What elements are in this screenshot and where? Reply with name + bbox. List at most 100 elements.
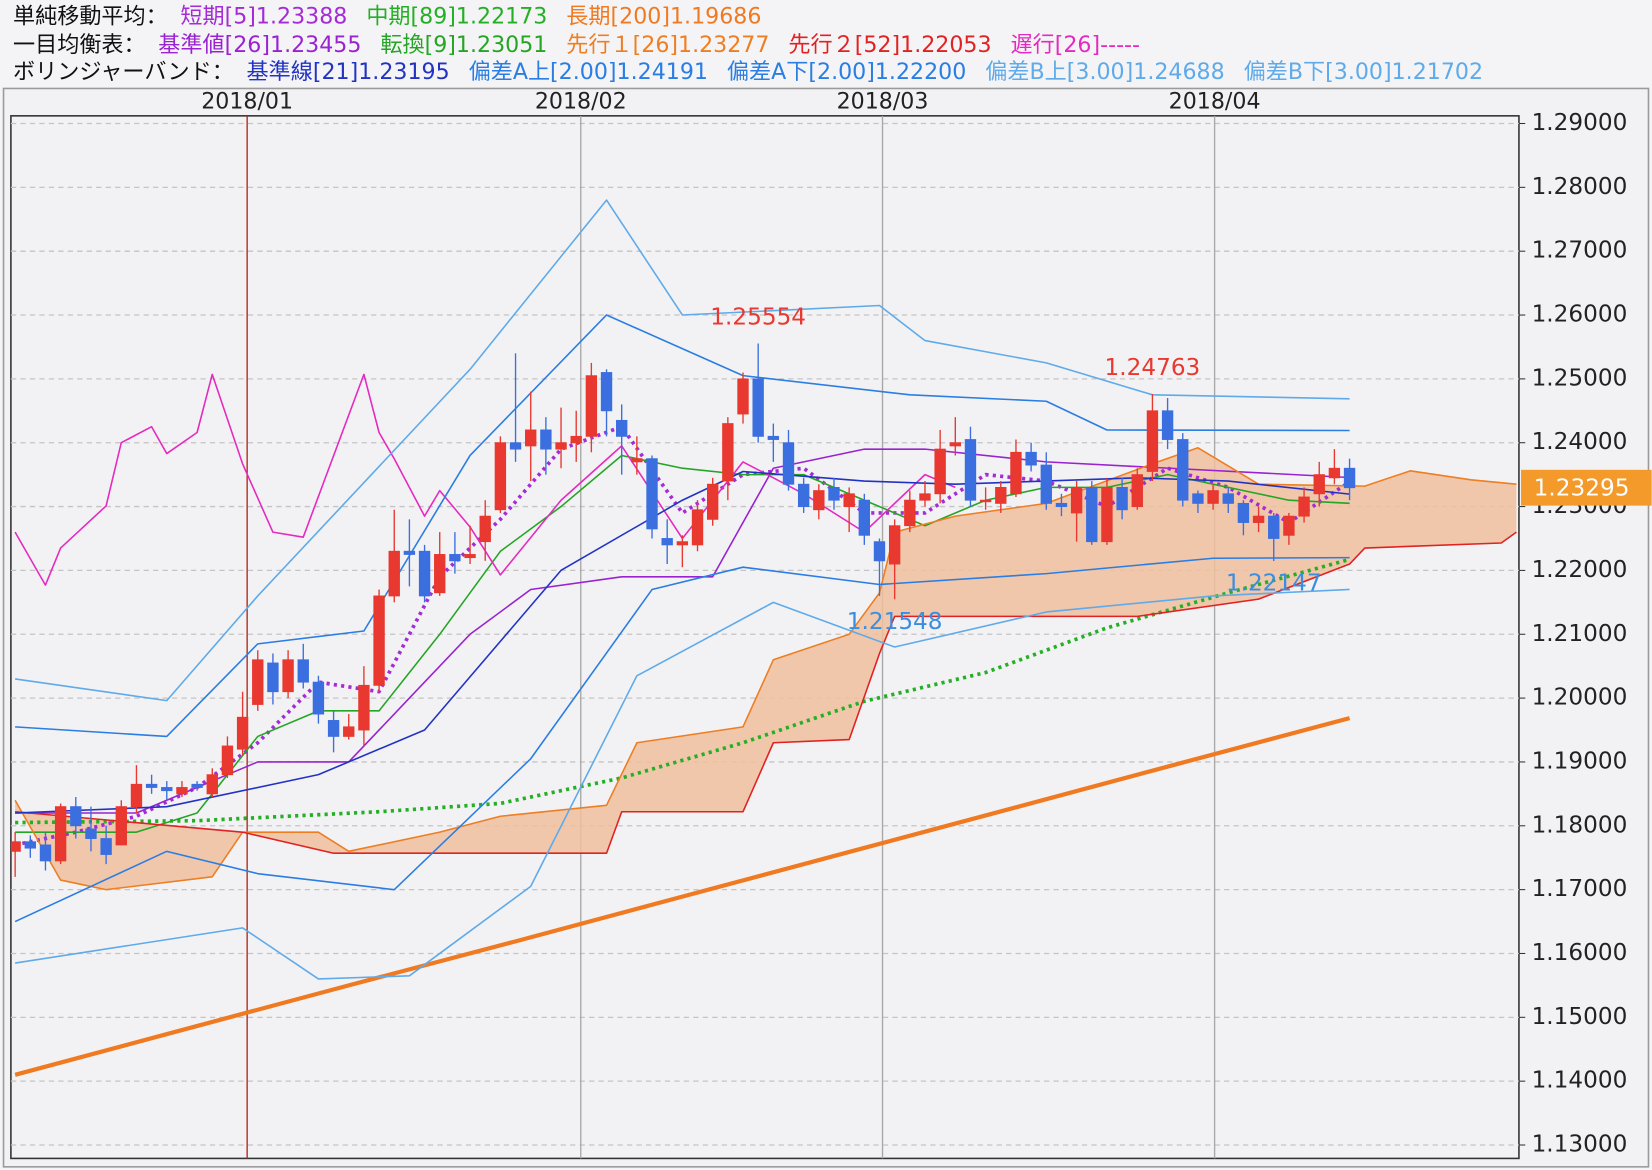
indicator-line [14,199,1350,702]
candle-body [737,378,749,415]
legend-entry: 長期[200]1.19686 [566,3,761,29]
indicator-line [14,556,1350,923]
candle-body [479,515,491,543]
y-tick-label: 1.28000 [1532,174,1628,200]
legend-entry: 遅行[26]----- [1011,32,1141,58]
last-price-label: 1.23295 [1534,475,1630,501]
candle-body [1146,410,1159,472]
y-tick-label: 1.29000 [1532,110,1628,136]
candle-body [70,806,82,827]
y-tick-label: 1.17000 [1532,876,1628,902]
candle-body [100,838,112,855]
candle-body [1328,467,1341,479]
candle-body [161,787,173,792]
candle-body [919,493,931,501]
candle-body [1131,474,1143,507]
y-tick-label: 1.16000 [1532,940,1628,966]
candle-body [1192,493,1204,504]
candle-body [1298,496,1310,517]
candle-body [752,378,764,437]
x-tick-label: 2018/02 [535,89,627,115]
y-tick-label: 1.13000 [1532,1132,1628,1158]
candle-body [1101,486,1113,543]
candle-body [964,439,977,501]
candle-body [1086,486,1098,543]
candle-body [828,486,840,501]
candle-body [706,483,719,520]
indicator-line [14,716,1351,1077]
indicator-line [15,448,1350,814]
candle-body [1283,515,1295,536]
candle-body [1177,439,1189,501]
candle-body [1025,451,1037,466]
legend-entry: 先行１[26]1.23277 [566,32,769,58]
candle-body [236,716,249,750]
legend-entry: 偏差B下[3.00]1.21702 [1244,59,1483,85]
candle-body [176,787,188,795]
legend-entry: 偏差B上[3.00]1.24688 [985,59,1224,85]
legend-title: 単純移動平均： [13,3,168,29]
candle-body [206,774,218,795]
indicator-line [14,588,1350,980]
candle-body [691,509,704,546]
candle-body [115,806,127,846]
candle-body [464,554,476,559]
candle-body [267,662,279,693]
y-tick-label: 1.21000 [1532,621,1628,647]
candle-body [949,442,961,447]
annotation: 1.25554 [710,305,806,331]
y-tick-label: 1.15000 [1532,1004,1628,1030]
legend-entry: 短期[5]1.23388 [180,3,347,29]
candle-body [676,541,689,546]
candle-body [312,681,325,715]
candle-body [631,458,643,463]
candle-body [616,419,628,437]
last-price-tag [1521,469,1652,506]
candle-body [358,684,370,731]
candle-body [54,806,67,862]
candle-body [252,659,264,705]
y-tick-label: 1.22000 [1532,557,1628,583]
candle-body [904,499,916,527]
candle-body [282,659,294,693]
legend-entry: 基準値[26]1.23455 [158,32,361,58]
candle-body [1070,486,1083,514]
candle-body [797,483,810,507]
candle-body [434,554,446,594]
candle-body [1343,467,1356,489]
candle-body [979,499,992,503]
candle-body [403,550,416,555]
candle-body [130,783,143,808]
annotation: 1.24763 [1105,355,1201,381]
candle-body [1040,464,1052,504]
candle-body [1161,410,1174,440]
candle-body [888,525,901,565]
candle-body [843,493,855,507]
candle-body [585,375,598,437]
candle-body [782,442,795,485]
candle-body [388,550,400,597]
legend-entry: 基準線[21]1.23195 [247,59,450,85]
candle-body [995,486,1007,504]
candle-body [858,499,871,536]
candle-body [1116,486,1128,511]
y-tick-label: 1.26000 [1532,302,1628,328]
candle-body [570,435,582,444]
plot-area [10,115,1520,1160]
legend: 単純移動平均： 短期[5]1.23388 中期[89]1.22173 長期[200]1… [13,3,1483,85]
indicator-line [14,373,956,586]
candle-body [10,841,21,852]
candle-body [145,783,158,788]
x-tick-label: 2018/01 [201,89,293,115]
x-tick-label: 2018/03 [837,89,929,115]
candle-body [600,372,613,412]
candle-body [494,442,507,511]
candle-body [1237,502,1250,523]
candle-body [525,429,537,447]
indicator-line [15,531,1517,855]
y-tick-label: 1.25000 [1532,365,1628,391]
candle-body [39,844,52,862]
legend-title: ボリンジャーバンド： [13,59,234,85]
